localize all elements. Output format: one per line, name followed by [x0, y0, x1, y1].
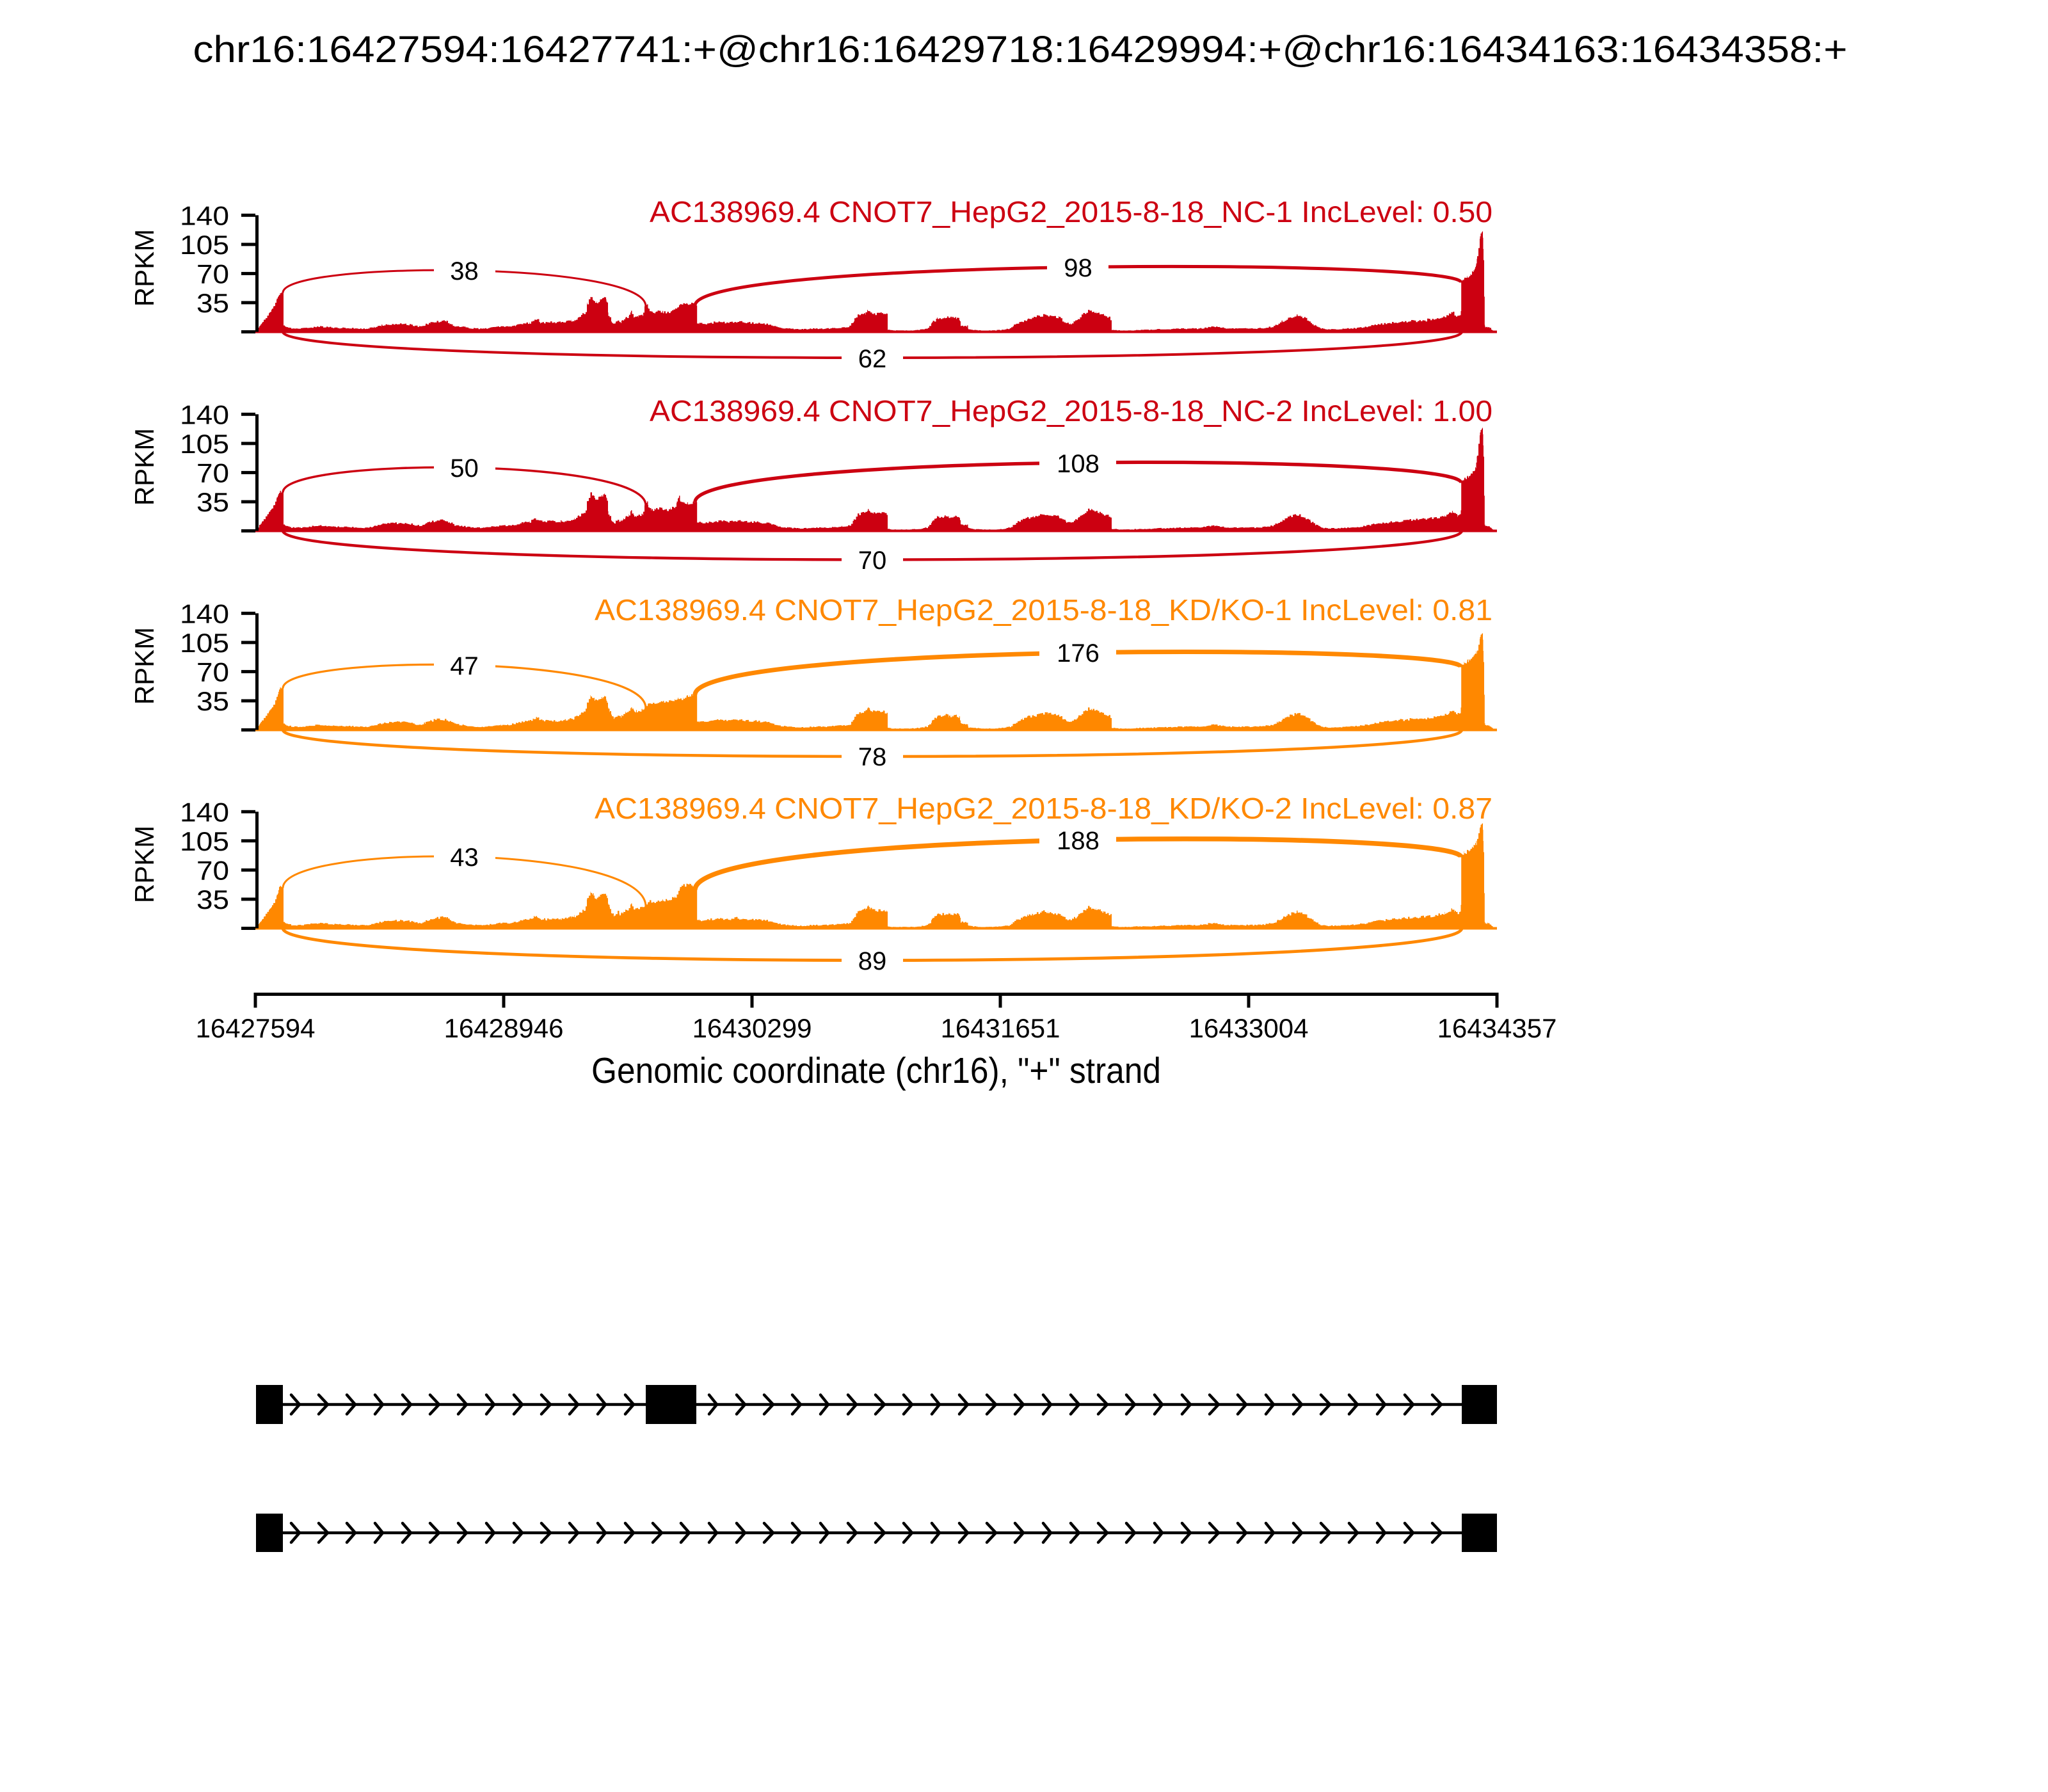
svg-text:140: 140 [180, 399, 229, 429]
svg-text:140: 140 [180, 598, 229, 628]
svg-text:RPKM: RPKM [129, 428, 159, 506]
svg-text:47: 47 [450, 652, 479, 680]
svg-text:105: 105 [180, 429, 229, 459]
svg-text:105: 105 [180, 628, 229, 658]
svg-text:35: 35 [196, 288, 229, 318]
svg-text:50: 50 [450, 454, 479, 483]
svg-text:105: 105 [180, 826, 229, 856]
svg-text:140: 140 [180, 797, 229, 827]
svg-text:89: 89 [858, 947, 887, 975]
svg-text:105: 105 [180, 230, 229, 260]
svg-text:35: 35 [196, 884, 229, 915]
svg-text:16430299: 16430299 [692, 1013, 812, 1043]
svg-text:16431651: 16431651 [941, 1013, 1060, 1043]
svg-text:98: 98 [1064, 254, 1092, 282]
svg-text:70: 70 [196, 855, 229, 885]
svg-text:78: 78 [858, 743, 887, 771]
svg-text:70: 70 [196, 458, 229, 488]
svg-text:35: 35 [196, 487, 229, 517]
svg-text:176: 176 [1057, 639, 1100, 668]
svg-text:70: 70 [196, 259, 229, 289]
svg-text:16434357: 16434357 [1437, 1013, 1557, 1043]
svg-text:RPKM: RPKM [129, 229, 159, 307]
svg-text:62: 62 [858, 345, 887, 373]
svg-text:RPKM: RPKM [129, 826, 159, 903]
svg-text:108: 108 [1057, 450, 1100, 478]
svg-text:70: 70 [196, 657, 229, 687]
svg-text:AC138969.4 CNOT7_HepG2_2015-8-: AC138969.4 CNOT7_HepG2_2015-8-18_NC-1 In… [650, 195, 1492, 228]
svg-text:35: 35 [196, 686, 229, 716]
svg-text:Genomic coordinate (chr16), "+: Genomic coordinate (chr16), "+" strand [591, 1050, 1161, 1091]
svg-text:16428946: 16428946 [444, 1013, 564, 1043]
svg-text:140: 140 [180, 200, 229, 230]
svg-text:16433004: 16433004 [1189, 1013, 1309, 1043]
svg-text:16427594: 16427594 [196, 1013, 316, 1043]
svg-text:188: 188 [1057, 827, 1100, 855]
svg-text:RPKM: RPKM [129, 627, 159, 705]
svg-text:38: 38 [450, 257, 479, 285]
svg-text:70: 70 [858, 547, 887, 575]
svg-text:AC138969.4 CNOT7_HepG2_2015-8-: AC138969.4 CNOT7_HepG2_2015-8-18_KD/KO-2… [595, 792, 1492, 825]
svg-text:AC138969.4 CNOT7_HepG2_2015-8-: AC138969.4 CNOT7_HepG2_2015-8-18_NC-2 In… [650, 394, 1492, 428]
svg-text:43: 43 [450, 844, 479, 872]
svg-text:AC138969.4 CNOT7_HepG2_2015-8-: AC138969.4 CNOT7_HepG2_2015-8-18_KD/KO-1… [595, 593, 1492, 627]
svg-text:chr16:16427594:16427741:+@chr1: chr16:16427594:16427741:+@chr16:16429718… [193, 29, 1848, 70]
